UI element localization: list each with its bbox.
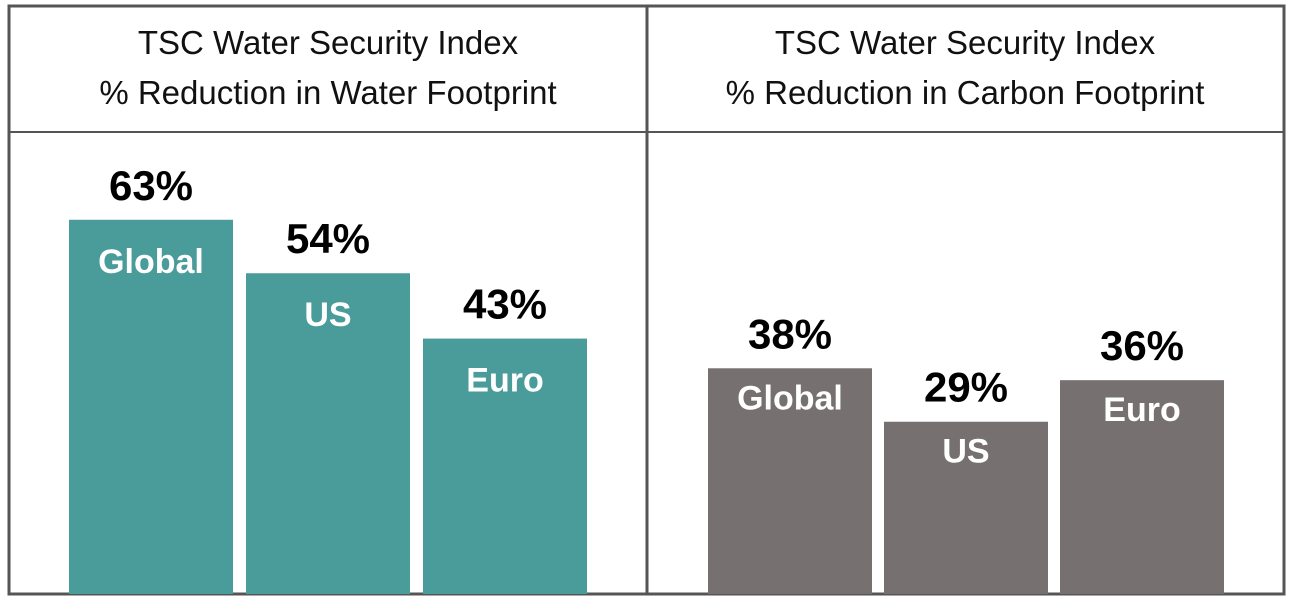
right-category-label-us: US [942,433,989,471]
right-bar-us [884,421,1048,594]
left-value-label-us: 54% [286,215,370,262]
right-chart-title-line2: % Reduction in Carbon Footprint [726,74,1205,111]
right-value-label-us: 29% [924,364,1008,411]
right-bar-euro [1060,380,1224,594]
bars-layer: 63% Global 54% US 43% Euro 38% Global 29% US 36% Eu… [69,162,1224,594]
right-bar-global [708,368,872,594]
right-category-label-euro: Euro [1103,391,1180,429]
left-chart-title-line2: % Reduction in Water Footprint [99,74,556,111]
left-category-label-us: US [304,296,351,334]
left-value-label-global: 63% [109,162,193,209]
left-bar-euro [423,338,587,594]
right-value-label-euro: 36% [1100,322,1184,369]
left-category-label-euro: Euro [466,362,543,400]
left-value-label-euro: 43% [463,281,547,328]
left-chart-title-line1: TSC Water Security Index [138,24,519,61]
right-chart-title-line1: TSC Water Security Index [775,24,1156,61]
right-value-label-global: 38% [748,310,832,357]
left-category-label-global: Global [98,243,204,281]
right-category-label-global: Global [737,379,843,417]
left-bar-global [69,219,233,594]
left-bar-us [246,273,410,594]
